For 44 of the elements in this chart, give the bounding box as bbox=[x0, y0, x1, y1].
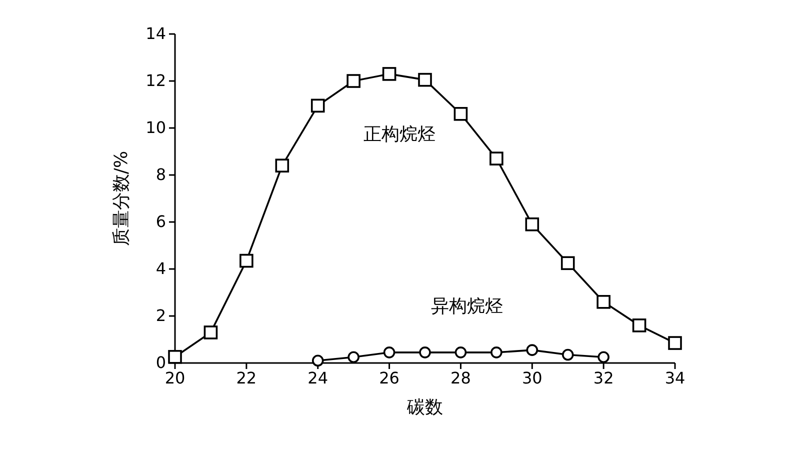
point bbox=[562, 348, 574, 361]
point bbox=[526, 344, 538, 356]
point bbox=[632, 318, 646, 332]
series-label: 正构烷烃 bbox=[363, 124, 436, 145]
point bbox=[383, 346, 396, 358]
point bbox=[275, 158, 290, 172]
point bbox=[668, 336, 682, 350]
point bbox=[525, 217, 540, 232]
x-tick-label: 28 bbox=[450, 368, 471, 388]
point bbox=[560, 256, 575, 270]
y-axis-title: 质量分数/% bbox=[111, 150, 132, 246]
y-tick-label: 6 bbox=[156, 212, 166, 232]
y-tick-label: 8 bbox=[156, 165, 166, 184]
point bbox=[454, 346, 467, 358]
point bbox=[418, 72, 432, 87]
x-axis-title: 碳数 bbox=[406, 397, 443, 418]
point bbox=[312, 354, 324, 367]
y-tick-label: 0 bbox=[156, 353, 166, 372]
x-tick-label: 20 bbox=[164, 368, 186, 388]
point bbox=[240, 254, 254, 268]
x-tick-label: 30 bbox=[522, 368, 542, 388]
point bbox=[419, 346, 431, 358]
y-tick-label: 4 bbox=[156, 259, 166, 278]
point bbox=[310, 98, 325, 113]
y-tick-label: 2 bbox=[156, 306, 166, 326]
x-tick-label: 22 bbox=[236, 368, 257, 388]
x-tick-label: 24 bbox=[308, 368, 328, 388]
point bbox=[454, 107, 468, 121]
point bbox=[204, 326, 218, 340]
y-tick-label: 10 bbox=[146, 118, 166, 138]
point bbox=[490, 346, 502, 358]
point bbox=[382, 67, 396, 81]
point bbox=[596, 295, 610, 309]
point bbox=[348, 351, 360, 364]
y-tick-label: 12 bbox=[146, 71, 166, 90]
point bbox=[490, 152, 504, 166]
point bbox=[346, 74, 360, 88]
x-tick-label: 34 bbox=[664, 368, 686, 388]
y-tick-label: 14 bbox=[146, 24, 166, 44]
x-tick-label: 26 bbox=[379, 368, 400, 388]
series-label: 异构烷烃 bbox=[431, 296, 504, 318]
x-tick-label: 32 bbox=[593, 368, 614, 388]
point bbox=[168, 350, 182, 364]
point bbox=[598, 351, 610, 364]
